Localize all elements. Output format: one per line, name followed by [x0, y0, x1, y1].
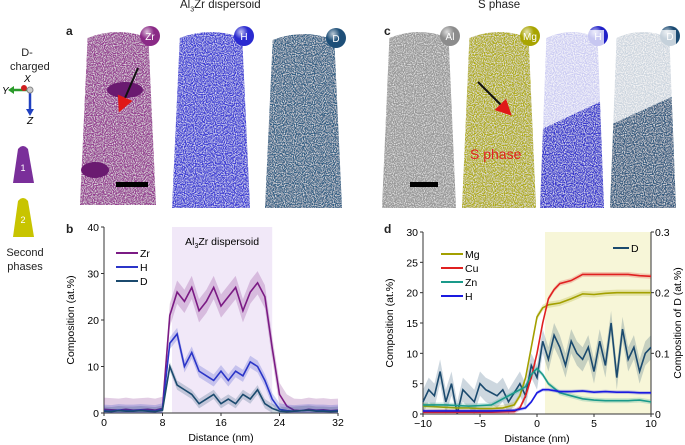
atom-map-zr: [80, 32, 156, 205]
element-ball-highlight: [140, 26, 160, 46]
atom-map-d: [265, 34, 342, 208]
atom-map-h: [172, 32, 250, 208]
panel-a-letter: a: [66, 24, 73, 38]
chart-d-y-tick-label: 20: [406, 288, 418, 300]
chart-d-y-tick-label-right: 0.1: [655, 348, 670, 360]
tip1-label: 1: [20, 163, 25, 173]
chart-b-x-tick-label: 24: [274, 417, 286, 429]
chart-b-shaded-region: [172, 227, 273, 413]
element-ball-label: D: [332, 34, 339, 45]
panel-c-title: S phase: [478, 0, 521, 11]
chart-b-legend-label: D: [140, 276, 148, 288]
chart-b-x-tick-label: 0: [101, 417, 107, 429]
chart-b-x-tick-label: 8: [160, 417, 166, 429]
arrow-icon: [117, 67, 139, 113]
chart-d-line-h: [423, 388, 651, 412]
chart-b-x-tick-label: 32: [332, 417, 344, 429]
second-phases-label: Second phases: [6, 247, 44, 273]
chart-b-y-tick-label: 10: [87, 362, 99, 374]
chart-d-line-zn: [423, 367, 652, 407]
element-ball-highlight: [326, 28, 346, 48]
chart-d-y-tick-label: 25: [406, 257, 418, 269]
element-ball-label: Zr: [145, 32, 155, 43]
chart-d-x-label: Distance (nm): [504, 433, 569, 445]
depleted-region: [610, 30, 676, 125]
chart-d-y-tick-label: 0: [412, 409, 418, 421]
element-ball-label: Mg: [523, 32, 537, 43]
chart-b-y-tick-label: 40: [87, 222, 99, 234]
atom-map-al: [382, 32, 456, 208]
chart-d-x-tick-label: 10: [645, 418, 657, 430]
chart-d-y-tick-label: 15: [406, 318, 418, 330]
chart-d-x-tick-label: 5: [591, 418, 597, 430]
panel-c-letter: c: [384, 24, 391, 38]
element-ball-label: Al: [446, 32, 455, 43]
chart-d-legend-label: Cu: [465, 263, 479, 275]
panel-b-letter: b: [66, 222, 74, 236]
chart-d-y-tick-label-right: 0: [655, 409, 661, 421]
axes-orientation-icon: X Y Z: [2, 74, 34, 124]
chart-d-y-tick-label: 10: [406, 348, 418, 360]
chart-d-legend-label: Zn: [465, 277, 477, 289]
chart-d-legend-label: Mg: [465, 249, 480, 261]
tip1-icon: [13, 146, 34, 183]
chart-b-y-tick-label: 20: [87, 315, 99, 327]
chart-b-legend-label: H: [140, 262, 148, 274]
chart-d-line-cu: [423, 273, 652, 413]
d-charged-label: D- charged: [10, 47, 50, 73]
chart-d-band-d: [423, 310, 651, 414]
atom-map-mg: [462, 32, 536, 208]
chart-d-legend-label: D: [631, 243, 639, 255]
element-ball-highlight: [520, 26, 540, 46]
chart-d-x-tick-label: 0: [534, 418, 540, 430]
chart-d-band-zn: [423, 366, 651, 409]
chart-d-y-tick-label: 30: [406, 227, 418, 239]
chart-d-legend-label: H: [465, 291, 473, 303]
s-phase-annotation: S phase: [470, 146, 522, 162]
chart-b-annotation: Al3Zr dispersoid: [185, 236, 259, 250]
panel-a-title: Al3Zr dispersoid: [180, 0, 261, 14]
chart-d-y-tick-label: 5: [412, 379, 418, 391]
tip2-icon: [13, 198, 34, 237]
chart-d-x-tick-label: −5: [474, 418, 486, 430]
chart-d-band-mg: [423, 289, 651, 412]
scale-bar: [410, 182, 438, 187]
dispersoid-blob: [107, 82, 143, 98]
axis-x-label: X: [23, 74, 31, 85]
chart-d-x-tick-label: −10: [414, 418, 432, 430]
chart-d-line-mg: [422, 291, 651, 410]
tip2-label: 2: [20, 215, 25, 225]
scale-bar: [116, 182, 148, 187]
depleted-region: [540, 30, 604, 130]
element-ball-highlight: [440, 26, 460, 46]
panel-d-letter: d: [384, 222, 392, 236]
chart-d-y-tick-label-right: 0.3: [655, 227, 670, 239]
arrow-icon: [477, 81, 512, 116]
chart-d-y-tick-label-right: 0.2: [655, 288, 670, 300]
chart-b-line-d: [103, 363, 339, 413]
axis-y-label: Y: [2, 86, 10, 97]
chart-b-x-tick-label: 16: [215, 417, 227, 429]
dispersoid-blob: [81, 162, 109, 178]
chart-b-x-label: Distance (nm): [188, 432, 253, 444]
chart-d-y-label-right: Composition of D (at.%): [672, 267, 684, 378]
element-ball-highlight: [234, 26, 254, 46]
chart-d-line-d: [422, 322, 652, 415]
chart-b-y-tick-label: 0: [93, 408, 99, 420]
chart-b-y-tick-label: 30: [87, 269, 99, 281]
chart-d-shaded-region: [544, 232, 651, 414]
chart-b-legend-label: Zr: [140, 248, 150, 260]
chart-b-y-label: Composition (at.%): [65, 275, 77, 364]
tip-icons: 1 2: [13, 146, 34, 237]
chart-b-band-zr: [104, 271, 338, 413]
axis-z-label: Z: [26, 116, 34, 124]
chart-d-y-label: Composition (at.%): [384, 278, 396, 367]
element-ball-label: H: [240, 32, 247, 43]
